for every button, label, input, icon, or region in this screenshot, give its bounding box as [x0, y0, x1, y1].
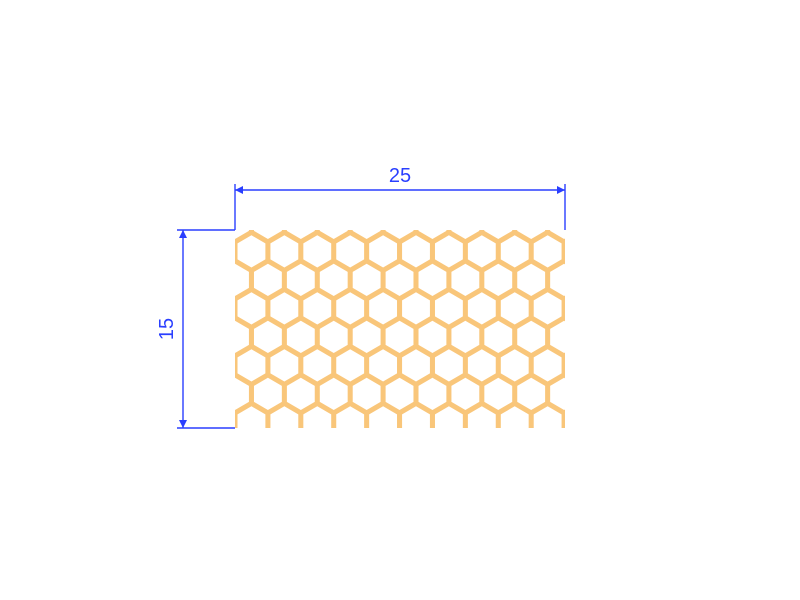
dimension-height-label: 15 [156, 318, 178, 340]
honeycomb-holes [188, 207, 627, 467]
technical-drawing: 25 15 [0, 0, 800, 600]
dimension-width-label: 25 [389, 165, 411, 187]
